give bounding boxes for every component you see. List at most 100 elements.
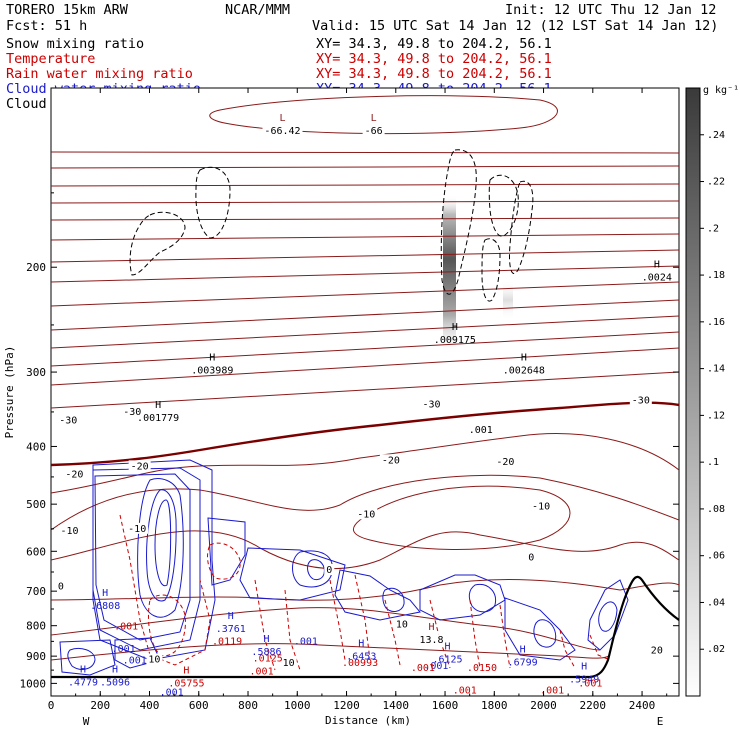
y-tick-label: 800 bbox=[26, 620, 46, 633]
x-tick-label: 1000 bbox=[284, 699, 311, 712]
extremum-value-label: .3761 bbox=[216, 624, 246, 635]
x-tick-label: 200 bbox=[90, 699, 110, 712]
cloud-water-contour bbox=[94, 473, 191, 641]
label-background bbox=[58, 525, 81, 537]
extremum-marker: H bbox=[209, 352, 215, 363]
cloud-water-contours bbox=[59, 459, 629, 676]
colorbar-tick-label: .22 bbox=[707, 177, 725, 188]
snow-contour bbox=[488, 174, 519, 237]
field-name: Rain water mixing ratio bbox=[6, 66, 193, 82]
extremum-value-label: .4779 bbox=[68, 677, 98, 688]
temperature-labels: L -66.42 L -66 -30 -30 -30 -30 -20 -20 -20 -20 -10 -1… bbox=[55, 113, 665, 669]
colorbar: g kg⁻¹ .02 .04 .06 .08 .1 .12 .14 .16 .18 .2 .22 .2… bbox=[685, 85, 739, 697]
field-xy: XY= 34.3, 49.8 to 204.2, 56.1 bbox=[316, 51, 552, 67]
temperature-extremum-marker: H bbox=[428, 622, 434, 633]
cloud-water-contour bbox=[382, 587, 405, 612]
cloud-water-contour bbox=[137, 478, 184, 618]
rain-water-contour bbox=[119, 514, 211, 666]
temperature-label: 20 bbox=[651, 645, 663, 656]
temperature-label: -20 bbox=[65, 470, 83, 481]
temperature-label: -20 bbox=[382, 455, 400, 466]
temperature-label: 10 bbox=[283, 658, 295, 669]
temperature-label: 0 bbox=[58, 582, 64, 593]
extremum-value-label: .001 bbox=[578, 678, 602, 689]
cloud-water-contour bbox=[334, 569, 421, 621]
isotherm bbox=[51, 530, 679, 570]
x-tick-label: 600 bbox=[189, 699, 209, 712]
cloud-water-contour bbox=[504, 597, 576, 661]
y-tick-label: 200 bbox=[26, 261, 46, 274]
extremum-value-label: .002648 bbox=[503, 365, 545, 376]
x-tick-label: 2400 bbox=[629, 699, 656, 712]
extremum-marker: H bbox=[444, 642, 450, 653]
extremum-marker: H bbox=[155, 400, 161, 411]
temperature-label: -30 bbox=[123, 407, 141, 418]
extremum-marker: H bbox=[102, 588, 108, 599]
x-tick-label: 1800 bbox=[481, 699, 508, 712]
temperature-label: -66.42 bbox=[264, 126, 300, 137]
y-tick-label: 600 bbox=[26, 545, 46, 558]
temperature-label: -10 bbox=[60, 526, 78, 537]
extrema-labels: H .0024 H .009175 H .002648 H .003989 H .001779 .0… bbox=[68, 259, 672, 698]
cloud-water-contour bbox=[598, 601, 618, 632]
extremum-value-label: .001 bbox=[453, 685, 477, 696]
cloud-water-contour bbox=[292, 550, 333, 588]
extremum-value-label: .0125 bbox=[253, 653, 283, 664]
extremum-value-label: .001 bbox=[411, 663, 435, 674]
label-background bbox=[355, 508, 378, 520]
temperature-label: -30 bbox=[632, 396, 650, 407]
label-background bbox=[55, 580, 66, 592]
cloud-water-contour bbox=[154, 499, 172, 587]
colorbar-tick-label: .16 bbox=[707, 317, 725, 328]
extremum-marker: H bbox=[112, 664, 118, 675]
extremum-value-label: .6125 bbox=[432, 655, 462, 666]
y-tick-label: 400 bbox=[26, 440, 46, 453]
x-axis-east-label: E bbox=[657, 715, 664, 728]
x-tick-label: 0 bbox=[48, 699, 55, 712]
cloud-water-contour bbox=[587, 579, 629, 651]
colorbar-tick-label: .02 bbox=[707, 644, 725, 655]
extremum-value-label: .001 bbox=[250, 666, 274, 677]
organization: NCAR/MMM bbox=[225, 2, 290, 18]
extremum-value-label: .009175 bbox=[434, 335, 476, 346]
label-background bbox=[393, 618, 410, 630]
isotherm bbox=[51, 165, 679, 169]
extremum-value-label: .0024 bbox=[642, 272, 672, 283]
y-tick-label: 900 bbox=[26, 650, 46, 663]
snow-shading-core bbox=[443, 195, 456, 355]
isotherm-upper-closed bbox=[209, 95, 558, 135]
label-background bbox=[128, 460, 151, 472]
x-tick-label: 1600 bbox=[432, 699, 459, 712]
isotherm bbox=[51, 151, 679, 154]
colorbar-tick-label: .06 bbox=[707, 551, 725, 562]
temperature-label: -20 bbox=[496, 457, 514, 468]
snow-contour bbox=[129, 211, 186, 276]
rain-water-contour bbox=[469, 599, 481, 669]
isotherm bbox=[51, 607, 601, 651]
extremum-marker: H bbox=[654, 259, 660, 270]
terrain-surface bbox=[51, 575, 680, 679]
colorbar-tick-label: .12 bbox=[707, 410, 725, 421]
label-background bbox=[262, 124, 303, 136]
label-background bbox=[280, 657, 297, 669]
rain-water-contour bbox=[499, 604, 511, 669]
extremum-value-label: .003989 bbox=[191, 365, 233, 376]
extremum-marker: H bbox=[228, 611, 234, 622]
rain-water-contours bbox=[119, 514, 611, 671]
temperature-label: -30 bbox=[422, 399, 440, 410]
isotherm bbox=[51, 315, 679, 349]
colorbar-tick-label: .14 bbox=[707, 364, 725, 375]
extremum-value-label: .001779 bbox=[137, 413, 179, 424]
colorbar-tick-label: .08 bbox=[707, 504, 725, 515]
extremum-value-label: .6799 bbox=[508, 657, 538, 668]
y-tick-label: 300 bbox=[26, 366, 46, 379]
label-background bbox=[648, 644, 665, 656]
extremum-value-label: .001 bbox=[540, 685, 564, 696]
isotherm bbox=[51, 183, 679, 187]
colorbar-tick-label: .18 bbox=[707, 270, 725, 281]
temperature-label: -20 bbox=[131, 461, 149, 472]
field-name: Temperature bbox=[6, 51, 95, 67]
label-background bbox=[494, 456, 517, 468]
label-background bbox=[526, 551, 537, 563]
